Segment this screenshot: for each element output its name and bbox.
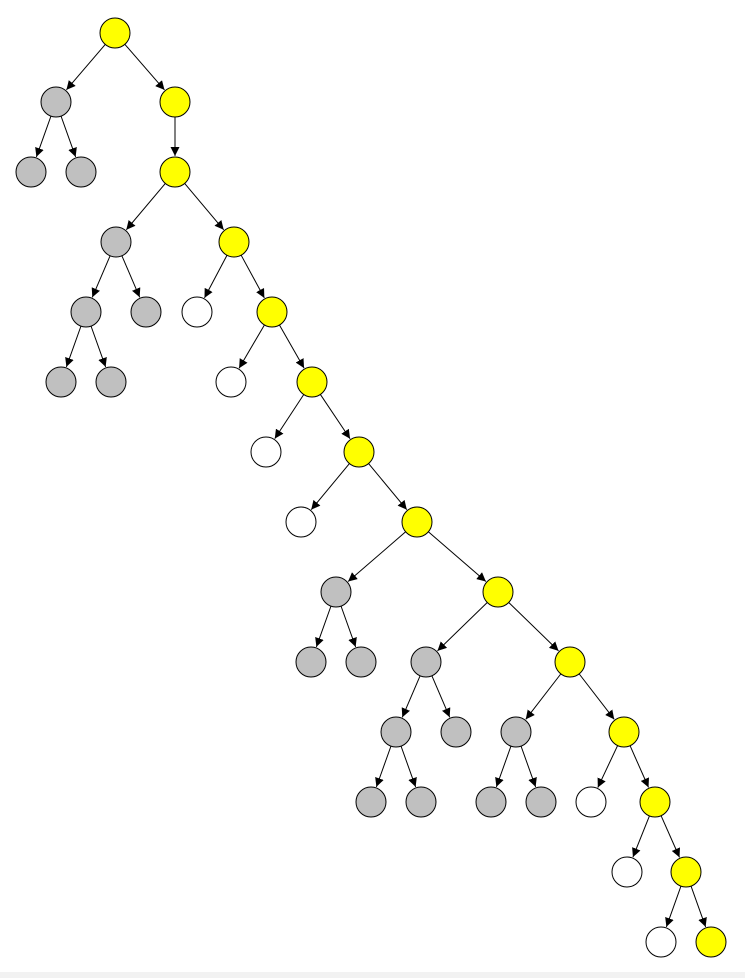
node-g1-explored xyxy=(100,226,132,258)
node-p4-highlighted xyxy=(256,296,288,328)
edge-g2-g2b xyxy=(340,605,357,648)
node-w1-unexplored xyxy=(181,296,213,328)
edge-p5-p6 xyxy=(319,394,351,439)
node-p11-highlighted xyxy=(639,786,671,818)
bottom-strip xyxy=(0,972,745,978)
edge-root-n1 xyxy=(66,44,106,91)
edge-p12-p13 xyxy=(690,885,707,928)
edge-g3-g3a xyxy=(401,675,421,718)
edge-p9-p10 xyxy=(578,673,615,720)
edge-g4-g4a xyxy=(495,745,512,788)
node-p1-highlighted xyxy=(159,86,191,118)
node-p6-highlighted xyxy=(343,436,375,468)
edge-p12-w7 xyxy=(665,885,682,928)
node-g3-explored xyxy=(410,646,442,678)
edge-g3a-g3a2 xyxy=(400,745,417,788)
node-n1b-explored xyxy=(65,156,97,188)
node-p8-highlighted xyxy=(482,576,514,608)
edge-p8-g3 xyxy=(437,602,488,652)
edge-p11-p12 xyxy=(660,815,680,858)
edge-g1-g1b xyxy=(121,255,141,298)
node-w6-unexplored xyxy=(611,856,643,888)
edge-g2-g2a xyxy=(315,605,332,648)
node-g4b-explored xyxy=(525,786,557,818)
edge-p3-w1 xyxy=(204,255,228,299)
edge-p2-g1 xyxy=(125,183,166,231)
edge-g4-g4b xyxy=(520,745,537,788)
edge-g3-g3b xyxy=(431,675,451,718)
node-p7-highlighted xyxy=(401,506,433,538)
edge-p11-w6 xyxy=(632,815,650,858)
node-n1a-explored xyxy=(15,156,47,188)
edge-p3-p4 xyxy=(240,254,265,299)
node-w4-unexplored xyxy=(285,506,317,538)
node-g3a1-explored xyxy=(355,786,387,818)
edge-n1-n1a xyxy=(35,115,52,158)
node-g2a-explored xyxy=(295,646,327,678)
node-g4a-explored xyxy=(475,786,507,818)
node-g3b-explored xyxy=(440,716,472,748)
edge-p2-p3 xyxy=(184,183,225,231)
edge-p8-p9 xyxy=(508,602,559,652)
node-g1a2-explored xyxy=(95,366,127,398)
node-g1a1-explored xyxy=(45,366,77,398)
node-g1b-explored xyxy=(130,296,162,328)
node-p13-highlighted xyxy=(695,926,727,958)
node-g2-explored xyxy=(320,576,352,608)
node-p3-highlighted xyxy=(218,226,250,258)
edge-g3a-g3a1 xyxy=(375,745,392,788)
edge-g1a-g1a2 xyxy=(90,325,107,368)
node-p10-highlighted xyxy=(608,716,640,748)
node-g2b-explored xyxy=(345,646,377,678)
edge-p6-p7 xyxy=(368,463,408,510)
edge-p9-g4 xyxy=(525,673,562,720)
node-w5-unexplored xyxy=(575,786,607,818)
edge-p6-w4 xyxy=(310,463,350,510)
node-p12-highlighted xyxy=(670,856,702,888)
node-w7-unexplored xyxy=(645,926,677,958)
node-w3-unexplored xyxy=(250,436,282,468)
edge-p4-p5 xyxy=(279,324,305,369)
node-p9-highlighted xyxy=(554,646,586,678)
edge-p7-p8 xyxy=(428,531,487,582)
edge-p10-p11 xyxy=(629,745,649,788)
edge-p4-w2 xyxy=(238,324,265,369)
edge-n1-n1b xyxy=(60,115,77,158)
node-root-highlighted xyxy=(99,17,131,49)
node-w2-unexplored xyxy=(215,366,247,398)
edge-g1a-g1a1 xyxy=(65,325,82,368)
edge-p5-w3 xyxy=(274,394,305,439)
edge-p7-g2 xyxy=(347,531,406,582)
edge-p10-w5 xyxy=(597,745,619,788)
node-g3a2-explored xyxy=(405,786,437,818)
node-p5-highlighted xyxy=(296,366,328,398)
edges-layer xyxy=(35,43,707,928)
node-g4-explored xyxy=(500,716,532,748)
node-g3a-explored xyxy=(380,716,412,748)
node-g1a-explored xyxy=(70,296,102,328)
node-n1-explored xyxy=(40,86,72,118)
node-p2-highlighted xyxy=(159,156,191,188)
edge-root-p1 xyxy=(124,43,165,91)
nodes-layer xyxy=(15,17,727,958)
edge-g1-g1a xyxy=(91,255,111,298)
